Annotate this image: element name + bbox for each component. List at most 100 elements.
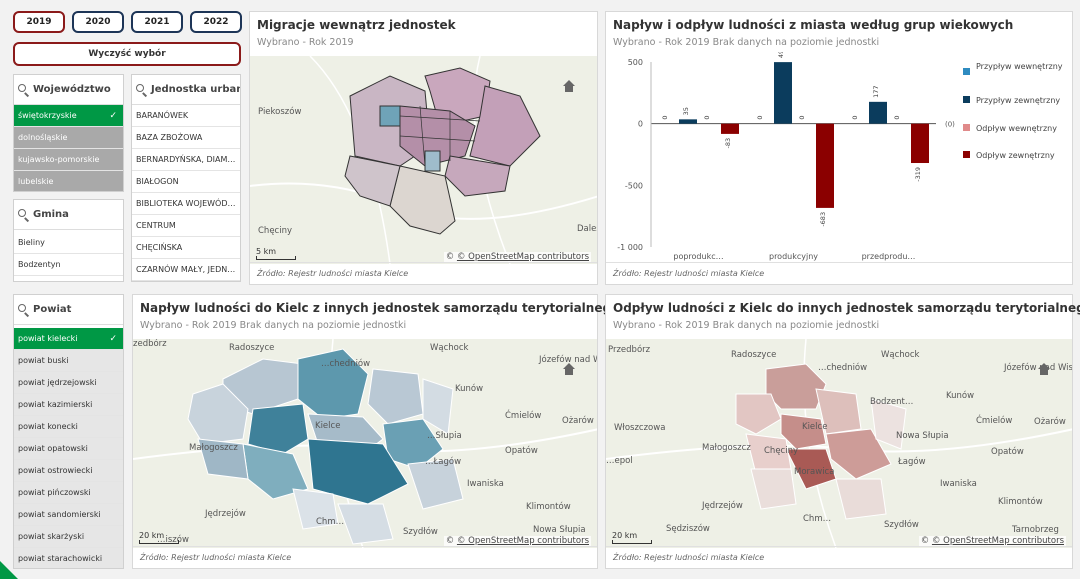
unit-item[interactable]: CZARNÓW MAŁY, JEDN… [132, 259, 240, 281]
map-scale: 20 km [612, 531, 652, 544]
search-icon [18, 83, 30, 97]
unit-item-label: BIAŁOGON [136, 177, 179, 186]
migration-map[interactable]: Piekoszów Chęciny Dales 5 km © © OpenStr… [250, 56, 597, 264]
gmina-filter-header[interactable]: Gmina [14, 200, 123, 230]
map-label: Kunów [946, 391, 975, 401]
outflow-regions-svg [606, 339, 1072, 548]
bar[interactable] [774, 62, 792, 124]
age-group-bar-chart[interactable]: 500 0 -500 -1 000 0 35 0 -83 poprodukc… 0 499 0 -683… [606, 52, 1074, 264]
outflow-map[interactable]: Przedbórz Radoszyce Wąchock Józefów nad Wis… [606, 339, 1072, 548]
map-label: Chm… [803, 514, 832, 524]
powiat-item-label: powiat konecki [18, 422, 78, 431]
voivodeship-item[interactable]: świętokrzyskie ✓ [14, 105, 123, 127]
voivodeship-item-label: dolnośląskie [18, 133, 68, 142]
bar[interactable] [911, 123, 929, 164]
map-label: Wąchock [430, 343, 469, 353]
bar[interactable] [721, 123, 739, 134]
osm-attribution[interactable]: © © OpenStreetMap contributors [443, 252, 591, 262]
map-label: Piekoszów [258, 107, 302, 117]
osm-attribution[interactable]: © © OpenStreetMap contributors [918, 536, 1066, 546]
voivodeship-item[interactable]: dolnośląskie [14, 127, 123, 149]
voivodeship-filter-header[interactable]: Województwo [14, 75, 123, 105]
powiat-item-label: powiat kazimierski [18, 400, 93, 409]
panel-subtitle: Wybrano - Rok 2019 Brak danych na poziom… [140, 320, 407, 331]
clear-selection-button[interactable]: Wyczyść wybór [13, 42, 241, 66]
powiat-filter-header[interactable]: Powiat [14, 295, 123, 325]
map-label: Chęciny [764, 446, 799, 456]
map-label: Radoszyce [229, 343, 275, 353]
map-label: Iwaniska [940, 479, 977, 489]
search-icon [18, 208, 30, 222]
powiat-item[interactable]: powiat konecki [14, 416, 123, 438]
year-button-1[interactable]: 2020 [72, 11, 124, 33]
district-southeast [444, 155, 511, 197]
powiat-item[interactable]: powiat jędrzejowski [14, 372, 123, 394]
unit-item[interactable]: BIBLIOTEKA WOJEWÓD… [132, 193, 240, 215]
legend-swatch[interactable] [963, 124, 970, 131]
unit-item[interactable]: BERNARDYŃSKA, DIAM… [132, 149, 240, 171]
voivodeship-item[interactable]: lubelskie [14, 171, 123, 191]
unit-item[interactable]: BAZA ZBOŻOWA [132, 127, 240, 149]
unit-item[interactable]: CHĘCIŃSKA [132, 237, 240, 259]
bar-data-label: 0 [851, 116, 859, 120]
unit-item-label: CZARNÓW MAŁY, JEDN… [136, 265, 236, 274]
home-icon[interactable] [563, 363, 575, 375]
year-button-3[interactable]: 2022 [190, 11, 242, 33]
legend-swatch[interactable] [963, 96, 970, 103]
map-label: Ożarów [1034, 417, 1066, 427]
legend-swatch[interactable] [963, 68, 970, 75]
powiat-item[interactable]: powiat pińczowski [14, 482, 123, 504]
powiat-item[interactable]: powiat sandomierski [14, 504, 123, 526]
voivodeship-item-label: lubelskie [18, 177, 54, 186]
map-label: Morawica [794, 467, 835, 477]
powiat-item[interactable]: powiat kazimierski [14, 394, 123, 416]
home-icon[interactable] [563, 80, 575, 92]
legend-swatch[interactable] [963, 151, 970, 158]
powiat-item[interactable]: powiat opatowski [14, 438, 123, 460]
bar[interactable] [816, 123, 834, 208]
powiat-item[interactable]: powiat starachowicki [14, 548, 123, 568]
gmina-item[interactable]: Bieliny [14, 232, 123, 254]
unit-item[interactable]: BIAŁOGON [132, 171, 240, 193]
unit-filter-header[interactable]: Jednostka urbanist… [132, 75, 240, 105]
map-label: Chęciny [258, 226, 293, 236]
unit-item[interactable]: BARANÓWEK [132, 105, 240, 127]
bar-data-label: 177 [872, 85, 880, 97]
map-label: Jędrzejów [205, 509, 246, 519]
inflow-map[interactable]: zedbórz Radoszyce Wąchock Józefów nad W …che… [133, 339, 597, 548]
year-button-2[interactable]: 2021 [131, 11, 183, 33]
legend-label: Odpływ zewnętrzny [976, 151, 1055, 160]
gmina-item[interactable]: Bodzentyn [14, 254, 123, 276]
inflow-map-panel: Napływ ludności do Kielc z innych jednos… [132, 294, 619, 569]
bar-data-label: 0 [798, 116, 806, 120]
map-label: Szydłów [884, 520, 919, 530]
powiat-item[interactable]: powiat ostrowiecki [14, 460, 123, 482]
bar[interactable] [869, 101, 887, 124]
district-highlight-2 [424, 150, 441, 172]
y-tick-label: -1 000 [617, 243, 643, 252]
y-tick-label: 0 [638, 120, 643, 129]
powiat-item[interactable]: powiat kielecki ✓ [14, 328, 123, 350]
map-label: Józefów nad W [539, 355, 597, 365]
unit-item[interactable]: CENTRUM [132, 215, 240, 237]
powiat-item[interactable]: powiat skarżyski [14, 526, 123, 548]
osm-attribution[interactable]: © © OpenStreetMap contributors [443, 536, 591, 546]
unit-item-label: BERNARDYŃSKA, DIAM… [136, 155, 236, 164]
district-southwest [344, 155, 401, 207]
unit-item-label: CENTRUM [136, 221, 176, 230]
powiat-item[interactable]: powiat buski [14, 350, 123, 372]
legend-label: Przypływ zewnętrzny [976, 96, 1060, 105]
year-button-0[interactable]: 2019 [13, 11, 65, 33]
legend-label: Odpływ wewnętrzny [976, 124, 1057, 133]
panel-title: Napływ i odpływ ludności z miasta według… [613, 18, 1014, 32]
map-label: Chm… [316, 517, 345, 527]
map-scale: 20 km [139, 531, 179, 544]
gmina-item[interactable]: Ch… [14, 276, 123, 281]
powiat-item-label: powiat starachowicki [18, 554, 103, 563]
powiat-item-label: powiat buski [18, 356, 69, 365]
home-icon[interactable] [1038, 363, 1050, 375]
map-label: …epol [606, 456, 633, 466]
bar[interactable] [679, 119, 697, 124]
voivodeship-item[interactable]: kujawsko-pomorskie [14, 149, 123, 171]
voivodeship-filter: Województwo świętokrzyskie ✓ dolnośląskie k… [13, 74, 124, 192]
